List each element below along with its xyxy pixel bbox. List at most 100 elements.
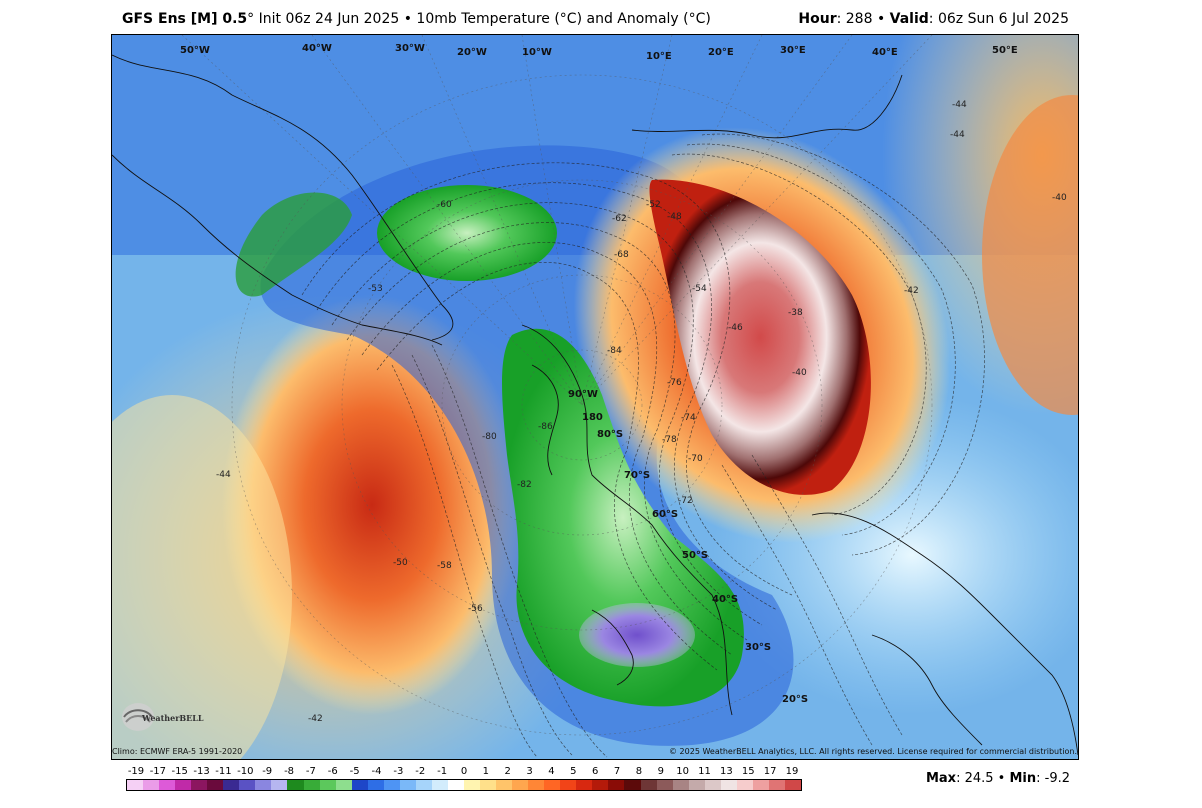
lon-label: 180 <box>582 412 603 423</box>
lon-label: 20°W <box>457 47 487 58</box>
colorbar-ticks: -19 -17 -15 -13 -11 -10 -9 -8 -7 -6 -5 -4 -3 -2 -1 0 1 2 3… <box>126 766 802 778</box>
min-value: : -9.2 <box>1036 771 1070 786</box>
colorbar-tick-label: 13 <box>720 766 733 777</box>
map-panel: 50°W 40°W 30°W 20°W 10°W 10°E 20°E 30°E … <box>111 34 1079 760</box>
init-text: Init 06z 24 Jun 2025 • 10mb Temperature … <box>254 11 711 27</box>
colorbar-tick-label: 4 <box>548 766 555 777</box>
contour-label: -40 <box>792 368 807 378</box>
weatherbell-logo: WeatherBELL <box>118 700 204 734</box>
colorbar-swatch <box>383 780 400 790</box>
colorbar-swatch <box>704 780 721 790</box>
lat-label: 40°S <box>712 594 738 605</box>
colorbar-swatch <box>223 780 240 790</box>
lon-label: 40°E <box>872 47 898 58</box>
colorbar-swatch <box>672 780 689 790</box>
contour-label: -42 <box>308 714 323 724</box>
max-min-readout: Max: 24.5 • Min: -9.2 <box>926 771 1070 786</box>
colorbar-swatch <box>544 780 561 790</box>
contour-label: -44 <box>216 470 231 480</box>
lon-label: 30°W <box>395 43 425 54</box>
lon-label: 40°W <box>302 43 332 54</box>
colorbar-tick-label: -2 <box>415 766 426 777</box>
colorbar-tick-label: -6 <box>327 766 338 777</box>
contour-label: -84 <box>607 346 622 356</box>
lon-label: 90°W <box>568 389 598 400</box>
min-label: Min <box>1009 771 1037 786</box>
colorbar-swatch <box>399 780 416 790</box>
colorbar-tick-label: -10 <box>237 766 254 777</box>
contour-label: -72 <box>678 496 693 506</box>
lon-label: 10°W <box>522 47 552 58</box>
valid-label: Valid <box>889 11 929 27</box>
colorbar-swatch <box>255 780 272 790</box>
valid-time: Hour: 288 • Valid: 06z Sun 6 Jul 2025 <box>798 11 1069 27</box>
hour-value: : 288 • <box>836 11 890 27</box>
colorbar-swatch <box>143 780 160 790</box>
colorbar-swatch <box>367 780 384 790</box>
colorbar-tick-label: 3 <box>526 766 533 777</box>
contour-label: -78 <box>662 435 677 445</box>
contour-label: -46 <box>728 323 743 333</box>
colorbar-swatch <box>736 780 753 790</box>
colorbar-tick-label: 5 <box>570 766 577 777</box>
colorbar-swatch <box>351 780 368 790</box>
colorbar-swatch <box>207 780 224 790</box>
colorbar <box>126 779 802 791</box>
colorbar-swatch <box>319 780 336 790</box>
contour-label: -50 <box>393 558 408 568</box>
contour-label: -68 <box>614 250 629 260</box>
colorbar-swatch <box>463 780 481 790</box>
lon-label: 20°E <box>708 47 734 58</box>
colorbar-swatch <box>480 780 497 790</box>
contour-label: -60 <box>437 200 452 210</box>
colorbar-tick-label: 6 <box>592 766 599 777</box>
colorbar-swatch <box>688 780 705 790</box>
colorbar-tick-label: 7 <box>613 766 621 777</box>
valid-value: : 06z Sun 6 Jul 2025 <box>928 11 1069 27</box>
colorbar-swatch <box>335 780 352 790</box>
contour-label: -40 <box>1052 193 1067 203</box>
colorbar-swatch <box>271 780 288 790</box>
colorbar-swatch <box>287 780 304 790</box>
lat-label: 80°S <box>597 429 623 440</box>
colorbar-swatch <box>720 780 737 790</box>
colorbar-swatch <box>640 780 657 790</box>
contour-lines <box>301 133 985 758</box>
lon-label: 10°E <box>646 51 672 62</box>
colorbar-swatch <box>191 780 208 790</box>
colorbar-swatch <box>303 780 320 790</box>
climo-note: Climo: ECMWF ERA-5 1991-2020 <box>112 747 243 756</box>
colorbar-tick-label: 2 <box>504 766 511 777</box>
colorbar-swatch <box>175 780 192 790</box>
contour-label: -42 <box>904 286 919 296</box>
lat-label: 60°S <box>652 509 678 520</box>
contour-label: -48 <box>667 212 682 222</box>
colorbar-swatch <box>768 780 785 790</box>
contour-label: -80 <box>482 432 497 442</box>
colorbar-tick-label: -11 <box>215 766 232 777</box>
contour-label: -82 <box>517 480 532 490</box>
colorbar-swatch <box>496 780 513 790</box>
max-value: : 24.5 • <box>956 771 1010 786</box>
hour-label: Hour <box>798 11 837 27</box>
map-title: GFS Ens [M] 0.5° Init 06z 24 Jun 2025 • … <box>122 11 711 27</box>
colorbar-tick-label: 11 <box>698 766 711 777</box>
contour-label: -86 <box>538 422 553 432</box>
lat-label: 20°S <box>782 694 808 705</box>
colorbar-swatch <box>447 780 464 790</box>
contour-label: -38 <box>788 308 803 318</box>
colorbar-tick-label: -4 <box>371 766 382 777</box>
colorbar-tick-label: -15 <box>171 766 188 777</box>
colorbar-tick-label: -3 <box>393 766 404 777</box>
colorbar-tick-label: -8 <box>284 766 295 777</box>
contour-label: -76 <box>667 378 682 388</box>
colorbar-tick-label: -19 <box>127 766 145 777</box>
colorbar-tick-label: 1 <box>482 766 490 777</box>
colorbar-tick-label: 0 <box>460 766 468 777</box>
colorbar-tick-label: -1 <box>437 766 448 777</box>
contour-label: -70 <box>688 454 703 464</box>
contour-label: -52 <box>646 200 661 210</box>
contour-label: -54 <box>692 284 707 294</box>
colorbar-tick-label: -7 <box>305 766 316 777</box>
lat-label: 70°S <box>624 470 650 481</box>
